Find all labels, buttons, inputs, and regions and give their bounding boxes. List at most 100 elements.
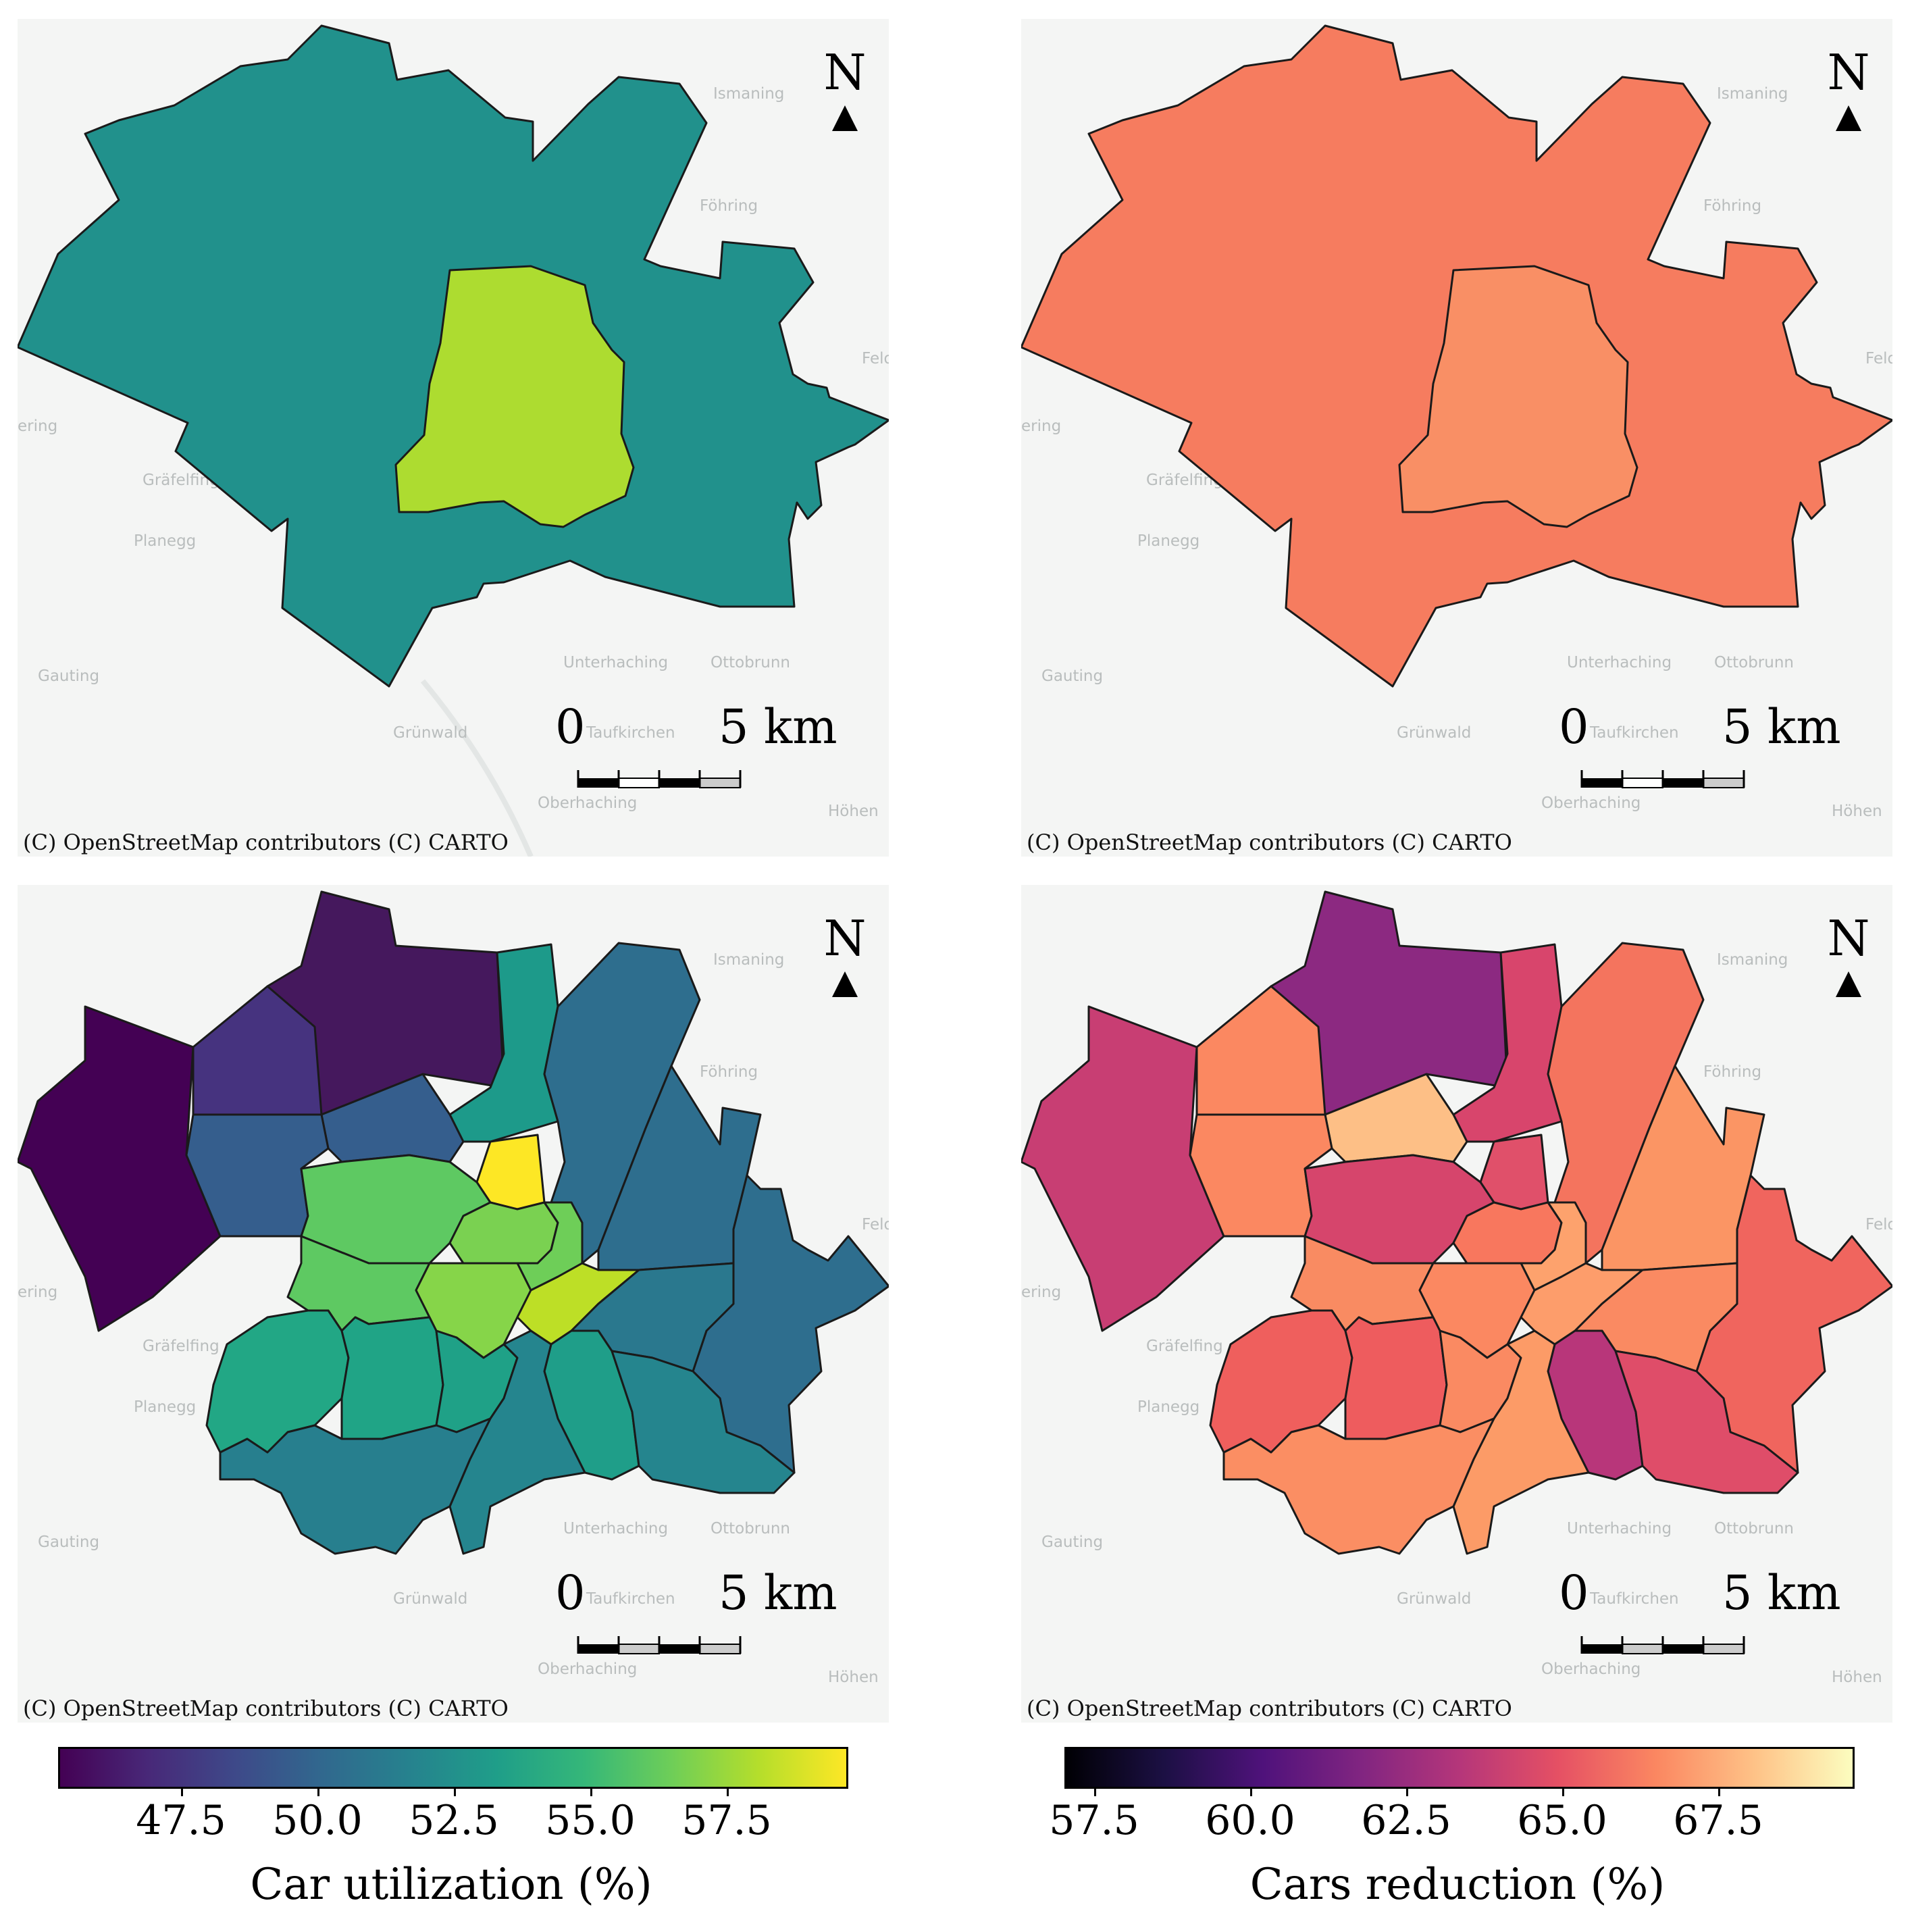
- scale-bar: [1580, 770, 1745, 788]
- district[interactable]: [543, 942, 701, 1265]
- district[interactable]: [1614, 1350, 1799, 1494]
- basemap: Ismaning Föhring Feld ering Gräfelfing P…: [1021, 24, 1892, 820]
- district[interactable]: [597, 1065, 762, 1271]
- map-panel-car-utilization-aggregate[interactable]: Ismaning Föhring Feld ering Gräfelfing P…: [18, 19, 889, 857]
- basemap-label: ering: [1021, 417, 1061, 435]
- north-label: N: [1827, 44, 1870, 101]
- basemap-label: Ismaning: [1717, 951, 1788, 969]
- scale-bar: [577, 1636, 742, 1654]
- colorbar-tick-label: 67.5: [1673, 1797, 1763, 1844]
- district[interactable]: [18, 1005, 222, 1332]
- district[interactable]: [1344, 1316, 1448, 1440]
- north-arrow: N: [1825, 46, 1872, 132]
- basemap-label: Föhring: [1703, 1063, 1761, 1081]
- north-arrow: N: [821, 46, 869, 132]
- basemap-label: Höhen: [828, 1669, 879, 1686]
- basemap-label: Ottobrunn: [711, 1520, 790, 1537]
- basemap-label: Ottobrunn: [1714, 654, 1794, 671]
- basemap-label: Taufkirchen: [586, 1590, 675, 1608]
- district[interactable]: [1547, 942, 1705, 1265]
- colorbar-tick-label: 60.0: [1205, 1797, 1295, 1844]
- colorbar-tick-label: 50.0: [272, 1797, 363, 1844]
- basemap-label: Ismaning: [713, 85, 784, 103]
- scale-zero-label: 0: [1559, 1565, 1589, 1621]
- scale-bar: [1580, 1636, 1745, 1654]
- basemap-label: Taufkirchen: [1589, 724, 1679, 742]
- basemap-label: Gauting: [38, 1533, 99, 1551]
- colorbar-tick-label: 57.5: [681, 1797, 772, 1844]
- scale-end-label: 5 km: [719, 1565, 837, 1621]
- scale-zero-label: 0: [555, 699, 586, 755]
- map-panel-cars-reduction-aggregate[interactable]: Ismaning Föhring Feld ering Gräfelfing P…: [1021, 19, 1892, 857]
- north-arrow-icon: [832, 971, 858, 997]
- north-label: N: [823, 910, 867, 967]
- colorbar-tick: [1406, 1787, 1408, 1796]
- district[interactable]: [611, 1350, 796, 1494]
- basemap-label: Feld: [862, 1216, 889, 1234]
- colorbar-tick: [317, 1787, 319, 1796]
- basemap-label: Grünwald: [393, 1590, 467, 1608]
- basemap-label: Feld: [862, 350, 889, 367]
- colorbar-tick: [590, 1787, 592, 1796]
- basemap-label: Gauting: [1041, 667, 1103, 685]
- colorbar-tick: [181, 1787, 183, 1796]
- colorbar-tick: [1562, 1787, 1564, 1796]
- district[interactable]: [1452, 1329, 1590, 1555]
- colorbar-tick: [454, 1787, 456, 1796]
- basemap-label: Gräfelfing: [143, 1338, 220, 1355]
- scale-zero-label: 0: [1559, 699, 1589, 755]
- basemap-label: Föhring: [700, 1063, 758, 1081]
- north-arrow-icon: [1836, 105, 1861, 131]
- scale-end-label: 5 km: [719, 699, 837, 755]
- basemap-label: Feld: [1865, 350, 1892, 367]
- district[interactable]: [219, 1417, 492, 1555]
- district[interactable]: [1222, 1417, 1495, 1555]
- district[interactable]: [1021, 1005, 1225, 1332]
- basemap-label: Grünwald: [393, 724, 467, 742]
- basemap-label: Höhen: [1832, 803, 1882, 820]
- basemap-label: Planegg: [134, 1398, 196, 1416]
- colorbar-tick-label: 47.5: [136, 1797, 226, 1844]
- basemap-label: Grünwald: [1397, 1590, 1471, 1608]
- basemap-label: ering: [18, 1283, 57, 1301]
- basemap-label: Unterhaching: [563, 1520, 668, 1537]
- map-panel-cars-reduction-districts[interactable]: Ismaning Föhring Feld ering Gräfelfing P…: [1021, 885, 1892, 1723]
- basemap: Ismaning Föhring Feld ering Gräfelfing P…: [18, 24, 889, 857]
- district[interactable]: [1601, 1065, 1765, 1271]
- basemap-label: Planegg: [134, 532, 196, 550]
- district[interactable]: [448, 1329, 586, 1555]
- colorbar-tick: [727, 1787, 729, 1796]
- basemap: Ismaning Föhring Feld ering Gräfelfing P…: [1021, 890, 1892, 1686]
- scale-zero-label: 0: [555, 1565, 586, 1621]
- colorbar-title: Car utilization (%): [250, 1860, 652, 1910]
- scale-bar: [577, 770, 742, 788]
- district-inner[interactable]: [1398, 265, 1638, 528]
- basemap-label: Planegg: [1137, 532, 1199, 550]
- colorbar-title: Cars reduction (%): [1249, 1860, 1666, 1910]
- scale-end-label: 5 km: [1722, 1565, 1841, 1621]
- basemap-label: Gauting: [38, 667, 99, 685]
- north-label: N: [823, 44, 867, 101]
- colorbar-car-utilization: [58, 1747, 848, 1789]
- basemap-label: Höhen: [1832, 1669, 1882, 1686]
- scale-end-label: 5 km: [1722, 699, 1841, 755]
- basemap-label: Föhring: [1703, 197, 1761, 215]
- colorbar-cars-reduction: [1064, 1747, 1855, 1789]
- basemap-label: Feld: [1865, 1216, 1892, 1234]
- basemap-label: Gauting: [1041, 1533, 1103, 1551]
- north-arrow: N: [821, 912, 869, 998]
- basemap-label: Ismaning: [1717, 85, 1788, 103]
- basemap-label: Gräfelfing: [1146, 1338, 1223, 1355]
- district[interactable]: [340, 1316, 444, 1440]
- basemap-label: Unterhaching: [1567, 654, 1672, 671]
- basemap-label: Oberhaching: [538, 1660, 637, 1678]
- colorbar-tick: [1718, 1787, 1720, 1796]
- colorbar-tick-label: 52.5: [409, 1797, 499, 1844]
- basemap-label: Ottobrunn: [711, 654, 790, 671]
- basemap-label: Unterhaching: [1567, 1520, 1672, 1537]
- map-panel-car-utilization-districts[interactable]: Ismaning Föhring Feld ering Gräfelfing P…: [18, 885, 889, 1723]
- basemap-label: Oberhaching: [1541, 794, 1641, 812]
- basemap-label: Grünwald: [1397, 724, 1471, 742]
- district-inner[interactable]: [394, 265, 635, 528]
- basemap: Ismaning Föhring Feld ering Gräfelfing P…: [18, 890, 889, 1686]
